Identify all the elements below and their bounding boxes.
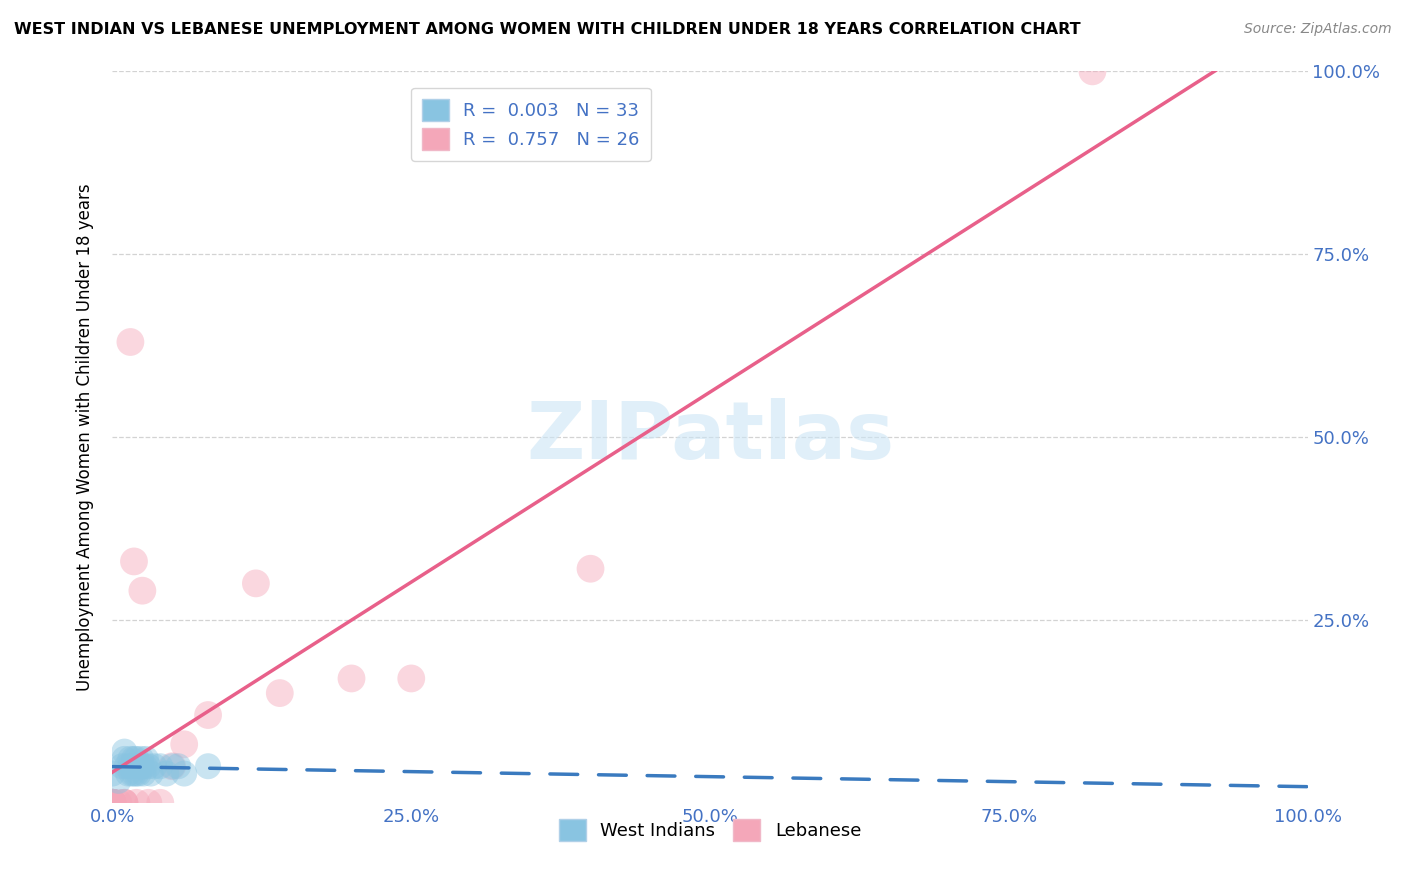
Point	[122, 766, 145, 780]
Point	[162, 759, 183, 773]
Point	[125, 766, 148, 780]
Point	[125, 752, 148, 766]
Point	[122, 554, 145, 568]
Point	[138, 759, 160, 773]
Point	[101, 796, 124, 810]
Point	[101, 766, 124, 780]
Point	[173, 766, 195, 780]
Point	[143, 759, 166, 773]
Legend: West Indians, Lebanese: West Indians, Lebanese	[551, 812, 869, 848]
Point	[107, 796, 129, 810]
Point	[115, 759, 138, 773]
Point	[139, 766, 162, 780]
Point	[121, 766, 143, 780]
Point	[107, 773, 129, 788]
Point	[149, 796, 172, 810]
Text: WEST INDIAN VS LEBANESE UNEMPLOYMENT AMONG WOMEN WITH CHILDREN UNDER 18 YEARS CO: WEST INDIAN VS LEBANESE UNEMPLOYMENT AMO…	[14, 22, 1081, 37]
Point	[117, 766, 139, 780]
Point	[1081, 64, 1104, 78]
Point	[101, 796, 124, 810]
Point	[155, 766, 177, 780]
Point	[120, 752, 142, 766]
Point	[131, 759, 153, 773]
Point	[111, 759, 134, 773]
Point	[114, 752, 135, 766]
Y-axis label: Unemployment Among Women with Children Under 18 years: Unemployment Among Women with Children U…	[76, 183, 94, 691]
Point	[340, 672, 363, 686]
Point	[122, 752, 145, 766]
Text: ZIPatlas: ZIPatlas	[526, 398, 894, 476]
Point	[124, 759, 146, 773]
Point	[269, 686, 291, 700]
Point	[245, 576, 267, 591]
Point	[120, 759, 142, 773]
Point	[101, 796, 124, 810]
Point	[101, 796, 124, 810]
Point	[101, 796, 124, 810]
Point	[132, 766, 155, 780]
Point	[101, 796, 124, 810]
Point	[401, 672, 423, 686]
Point	[135, 752, 157, 766]
Point	[131, 583, 153, 598]
Point	[120, 334, 142, 349]
Point	[101, 796, 124, 810]
Point	[114, 796, 135, 810]
Point	[197, 759, 219, 773]
Point	[114, 745, 135, 759]
Point	[114, 796, 135, 810]
Point	[579, 562, 602, 576]
Point	[167, 759, 190, 773]
Point	[128, 766, 150, 780]
Point	[101, 796, 124, 810]
Point	[114, 796, 135, 810]
Point	[101, 796, 124, 810]
Point	[138, 796, 160, 810]
Text: Source: ZipAtlas.com: Source: ZipAtlas.com	[1244, 22, 1392, 37]
Point	[125, 796, 148, 810]
Point	[127, 759, 149, 773]
Point	[129, 759, 152, 773]
Point	[121, 759, 143, 773]
Point	[173, 737, 195, 751]
Point	[134, 759, 156, 773]
Point	[101, 796, 124, 810]
Point	[197, 708, 219, 723]
Point	[129, 752, 152, 766]
Point	[162, 759, 183, 773]
Point	[149, 759, 172, 773]
